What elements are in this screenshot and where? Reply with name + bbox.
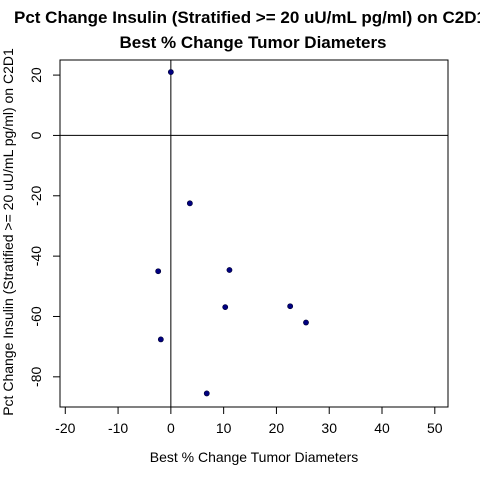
- plot-area: [59, 59, 449, 408]
- x-tick-label: 0: [167, 420, 175, 436]
- x-tick-label: -20: [55, 420, 75, 436]
- y-axis: 20 0 -20 -40 -60 -80: [28, 67, 61, 387]
- y-tick-label: -40: [28, 246, 44, 266]
- x-axis-label: Best % Change Tumor Diameters: [150, 449, 359, 465]
- x-axis: -20 -10 0 10 20 30 40 50: [55, 406, 443, 436]
- data-point: [167, 69, 174, 75]
- x-tick-label: 30: [321, 420, 337, 436]
- x-tick-label: 40: [374, 420, 390, 436]
- data-point: [155, 268, 162, 275]
- y-axis-label: Pct Change Insulin (Stratified >= 20 uU/…: [0, 48, 16, 416]
- y-tick-label: 20: [28, 67, 44, 83]
- x-tick-label: 20: [269, 420, 285, 436]
- data-points: [155, 69, 309, 397]
- x-tick-label: -10: [108, 420, 128, 436]
- x-tick-label: 10: [216, 420, 232, 436]
- data-point: [226, 267, 233, 273]
- data-point: [186, 200, 193, 207]
- x-tick-label: 50: [427, 420, 443, 436]
- reference-lines: [60, 60, 448, 407]
- y-tick-label: -20: [28, 185, 44, 205]
- data-point: [287, 303, 294, 310]
- y-tick-label: 0: [28, 131, 44, 139]
- data-point: [203, 390, 210, 397]
- y-tick-label: -80: [28, 366, 44, 386]
- data-point: [303, 319, 309, 326]
- data-point: [157, 336, 164, 343]
- chart-subtitle: Best % Change Tumor Diameters: [119, 33, 386, 52]
- plot-frame: [59, 59, 449, 408]
- y-tick-label: -60: [28, 306, 44, 326]
- chart-title: Pct Change Insulin (Stratified >= 20 uU/…: [14, 8, 480, 27]
- data-point: [222, 304, 229, 311]
